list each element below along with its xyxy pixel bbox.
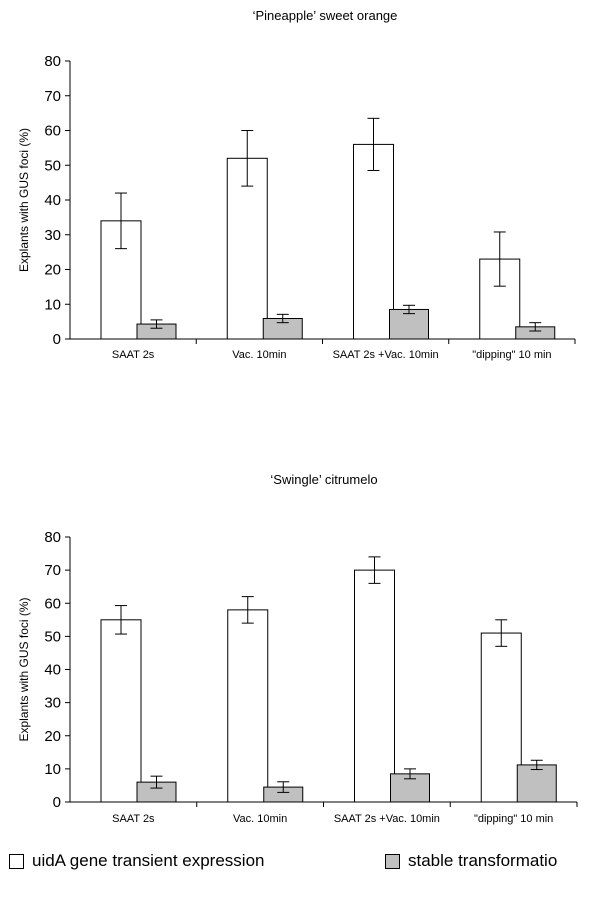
- x-tick-label: Vac. 10min: [232, 349, 286, 361]
- y-tick-label: 20: [44, 262, 61, 279]
- bar-transient: [354, 569, 395, 803]
- y-tick-label: 60: [44, 123, 61, 140]
- y-tick-label: 80: [44, 529, 61, 546]
- bar-stable: [516, 764, 557, 803]
- y-tick-label: 70: [44, 562, 61, 579]
- y-tick-label: 10: [44, 296, 61, 313]
- y-tick-label: 60: [44, 595, 61, 612]
- legend-item-stable: stable transformatio: [385, 851, 557, 871]
- x-tick-label: Vac. 10min: [233, 813, 287, 825]
- y-tick-label: 0: [53, 794, 61, 811]
- legend-swatch-stable: [385, 853, 400, 869]
- bar-transient: [480, 632, 522, 803]
- legend-label-stable: stable transformatio: [408, 851, 558, 870]
- y-tick-label: 10: [44, 761, 61, 778]
- y-tick-label: 70: [44, 88, 61, 105]
- y-tick-label: 50: [44, 628, 61, 645]
- bar-stable: [389, 308, 429, 340]
- legend-label-uida: uidA gene transient expression: [32, 851, 265, 870]
- legend-item-uida: uidA gene transient expression: [9, 851, 265, 871]
- y-tick-label: 30: [44, 695, 61, 712]
- x-tick-label: "dipping" 10 min: [472, 349, 551, 361]
- bar-transient: [226, 157, 268, 340]
- x-tick-label: SAAT 2s +Vac. 10min: [333, 349, 439, 361]
- legend-swatch-uida: [9, 853, 24, 869]
- bar-transient: [479, 258, 521, 340]
- bar-transient: [353, 143, 394, 340]
- chart-title: ‘Pineapple’ sweet orange: [253, 8, 398, 23]
- x-tick-label: SAAT 2s: [112, 349, 155, 361]
- chart-pineapple: ‘Pineapple’ sweet orange Explants with GU…: [17, 8, 576, 361]
- y-tick-label: 50: [44, 157, 61, 174]
- y-tick-label: 30: [44, 227, 61, 244]
- chart-swingle: ‘Swingle’ citrumelo Explants with GUS foc…: [17, 472, 578, 825]
- y-tick-label: 80: [44, 53, 61, 70]
- chart-title: ‘Swingle’ citrumelo: [270, 472, 377, 487]
- bar-transient: [227, 609, 269, 803]
- x-tick-label: SAAT 2s: [112, 813, 155, 825]
- bar-transient: [100, 619, 142, 803]
- x-tick-label: SAAT 2s +Vac. 10min: [334, 813, 440, 825]
- y-tick-label: 0: [53, 331, 61, 348]
- y-tick-label: 40: [44, 662, 61, 679]
- x-tick-label: "dipping" 10 min: [474, 813, 553, 825]
- y-axis-label: Explants with GUS foci (%): [17, 597, 31, 741]
- y-axis-label: Explants with GUS foci (%): [17, 128, 31, 272]
- y-tick-label: 20: [44, 728, 61, 745]
- y-tick-label: 40: [44, 192, 61, 209]
